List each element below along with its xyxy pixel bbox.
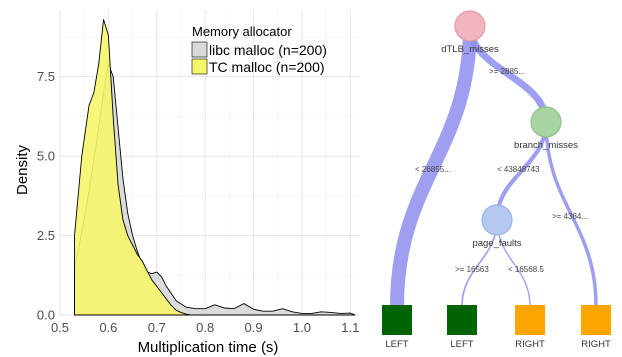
legend: Memory allocator libc malloc (n=200) TC … (191, 24, 327, 75)
tree-node-dTLB_misses (454, 10, 486, 42)
tree-node-label: dTLB_misses (441, 44, 499, 55)
tree-leaf-label: RIGHT (515, 339, 545, 350)
tree-edge-label: >= 16563 (455, 265, 489, 274)
tree-edge (390, 25, 477, 307)
legend-swatch-tc (191, 58, 208, 75)
density-areas (74, 19, 356, 316)
tree-edge-label: >= 4384... (552, 212, 588, 221)
legend-swatch-libc (191, 41, 208, 58)
tree-edge (544, 121, 598, 307)
tree-edge-label: < 26855... (415, 165, 451, 174)
tree-edge-label: < 43848743 (497, 165, 540, 174)
x-axis-label: Multiplication time (s) (138, 339, 279, 356)
tree-leaf-right (581, 305, 611, 335)
tree-leaf-label: LEFT (450, 339, 473, 350)
tree-leaf-left (447, 305, 477, 335)
y-tick-label: 2.5 (37, 228, 55, 243)
tree-edge-label: < 16568.5 (508, 265, 544, 274)
x-tick-label: 1.1 (341, 320, 359, 335)
x-tick-label: 0.8 (196, 320, 214, 335)
tree-leaf-left (382, 305, 412, 335)
legend-title: Memory allocator (192, 24, 292, 39)
tree-leaf-right (515, 305, 545, 335)
x-tick-label: 0.7 (148, 320, 166, 335)
x-tick-label: 0.9 (245, 320, 263, 335)
x-tick-label: 0.5 (51, 320, 69, 335)
x-tick-label: 1.0 (293, 320, 311, 335)
x-axis-ticks: 0.5 0.6 0.7 0.8 0.9 1.0 1.1 (51, 320, 359, 335)
y-axis-label: Density (14, 144, 31, 195)
tree-edge-label: >= 2885... (489, 67, 525, 76)
y-tick-label: 5.0 (37, 149, 55, 164)
y-tick-label: 0.0 (37, 308, 55, 323)
tree-node-label: page_faults (472, 238, 521, 249)
density-chart: 0.0 2.5 5.0 7.5 0.5 0.6 0.7 0.8 0.9 1.0 1.1 Densi… (14, 10, 360, 356)
decision-tree: >= 2885... < 26855... < 43848743 >= 4384...… (382, 10, 611, 350)
tree-node-branch_misses (530, 106, 562, 138)
x-tick-label: 0.6 (99, 320, 117, 335)
tree-node-label: branch_misses (514, 140, 578, 151)
tree-node-page_faults (481, 204, 513, 236)
legend-label-tc: TC malloc (n=200) (209, 59, 325, 75)
tree-leaf-label: RIGHT (581, 339, 611, 350)
tree-leaf-label: LEFT (385, 339, 408, 350)
density-area-tc (74, 19, 192, 316)
legend-label-libc: libc malloc (n=200) (209, 42, 327, 58)
y-axis-ticks: 0.0 2.5 5.0 7.5 (37, 69, 55, 322)
y-tick-label: 7.5 (37, 69, 55, 84)
